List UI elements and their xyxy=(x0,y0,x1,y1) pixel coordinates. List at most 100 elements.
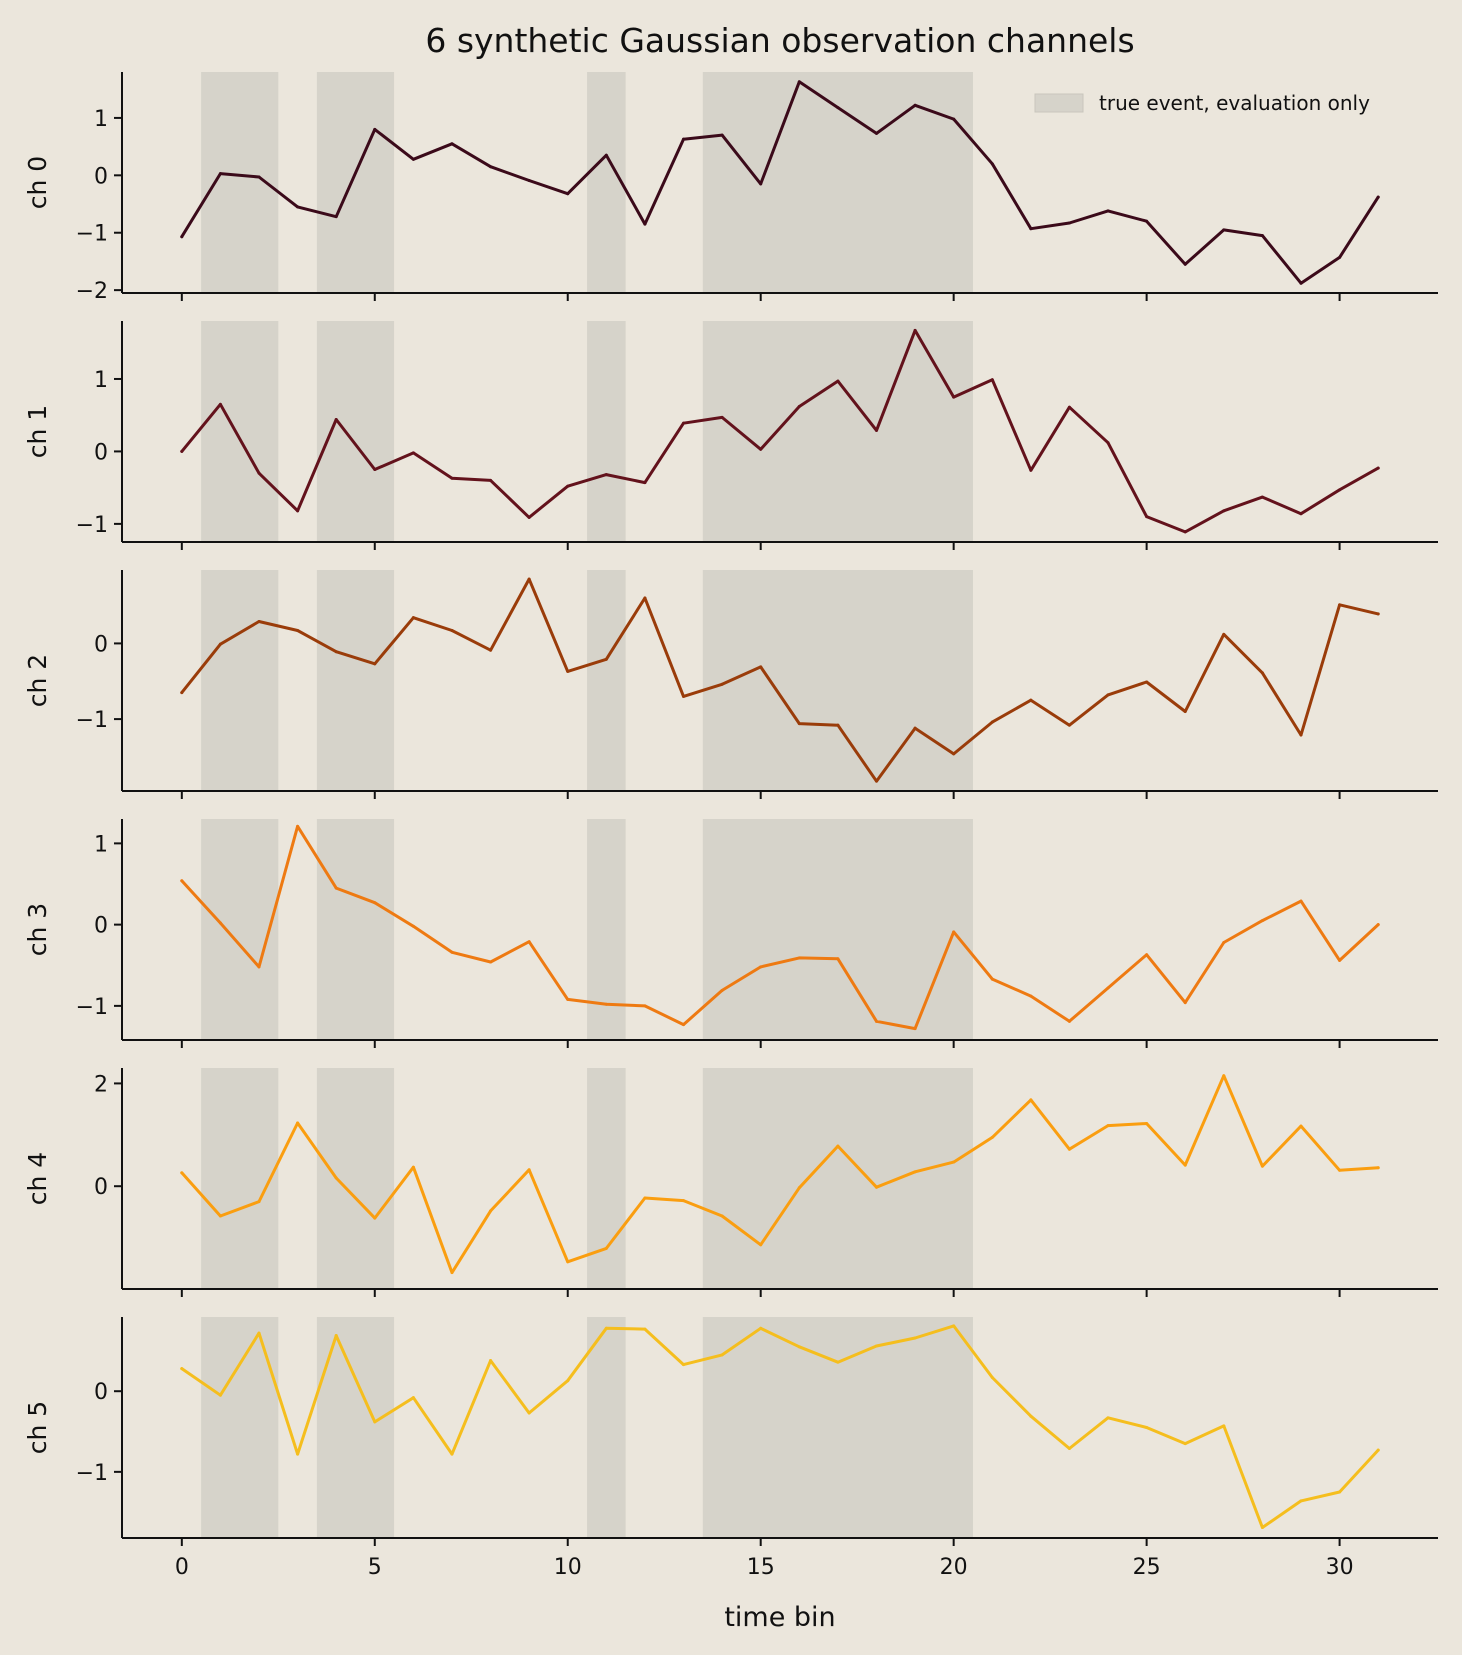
data-point xyxy=(1106,693,1110,697)
data-point xyxy=(1299,733,1303,737)
y-tick-label: −1 xyxy=(76,513,108,538)
data-point xyxy=(1145,515,1149,519)
data-point xyxy=(1376,612,1380,616)
event-span-1 xyxy=(316,1068,395,1289)
data-point xyxy=(990,162,994,166)
data-point xyxy=(1029,698,1033,702)
data-point xyxy=(527,940,531,944)
series-line-ch-5 xyxy=(180,1324,1380,1529)
data-point xyxy=(682,421,686,425)
data-point xyxy=(373,1216,377,1220)
data-point xyxy=(257,619,261,623)
data-point xyxy=(1260,495,1264,499)
data-point xyxy=(1067,1019,1071,1023)
data-point xyxy=(1222,1424,1226,1428)
data-point xyxy=(720,682,724,686)
data-point xyxy=(682,694,686,698)
y-tick-label: 0 xyxy=(94,164,108,189)
data-point xyxy=(913,1027,917,1031)
data-point xyxy=(1106,1416,1110,1420)
data-point xyxy=(334,650,338,654)
series-line-ch-1 xyxy=(180,328,1380,534)
event-span-3 xyxy=(702,321,973,542)
data-point xyxy=(874,1344,878,1348)
data-point xyxy=(1338,1490,1342,1494)
data-point xyxy=(836,1144,840,1148)
x-tick-label: 30 xyxy=(1326,1555,1354,1580)
data-point xyxy=(218,642,222,646)
legend-swatch xyxy=(1034,93,1084,113)
data-point xyxy=(1338,488,1342,492)
data-point xyxy=(759,182,763,186)
data-point xyxy=(643,222,647,226)
data-point xyxy=(296,509,300,513)
data-point xyxy=(682,1363,686,1367)
event-span-1 xyxy=(316,570,395,791)
data-point xyxy=(759,665,763,669)
data-point xyxy=(1145,680,1149,684)
data-point xyxy=(450,950,454,954)
x-tick-label: 10 xyxy=(554,1555,582,1580)
event-span-2 xyxy=(587,72,626,293)
data-point xyxy=(682,1023,686,1027)
x-tick-label: 0 xyxy=(175,1555,189,1580)
data-point xyxy=(604,153,608,157)
data-point xyxy=(1145,1122,1149,1126)
data-point xyxy=(874,1185,878,1189)
data-point xyxy=(257,175,261,179)
data-point xyxy=(1106,986,1110,990)
data-point xyxy=(952,752,956,756)
event-span-1 xyxy=(316,819,395,1040)
data-point xyxy=(527,515,531,519)
event-span-0 xyxy=(201,1068,279,1289)
data-point xyxy=(180,449,184,453)
legend: true event, evaluation only xyxy=(1034,91,1370,115)
x-axis-label: time bin xyxy=(724,1602,835,1633)
event-span-3 xyxy=(702,1317,973,1538)
event-span-0 xyxy=(201,321,279,542)
data-point xyxy=(1029,227,1033,231)
data-point xyxy=(720,1353,724,1357)
data-point xyxy=(1338,603,1342,607)
data-point xyxy=(1106,209,1110,213)
data-point xyxy=(257,965,261,969)
data-point xyxy=(1260,1164,1264,1168)
data-point xyxy=(489,165,493,169)
data-point xyxy=(373,1420,377,1424)
data-point xyxy=(604,657,608,661)
data-point xyxy=(1106,1124,1110,1128)
data-point xyxy=(257,471,261,475)
panel-ch-0: −2 −1 0 1 ch 0 xyxy=(23,72,1438,304)
data-point xyxy=(373,662,377,666)
chart-title: 6 synthetic Gaussian observation channel… xyxy=(425,21,1134,60)
data-point xyxy=(643,1004,647,1008)
data-point xyxy=(604,1246,608,1250)
data-point xyxy=(489,960,493,964)
data-point xyxy=(643,1327,647,1331)
y-tick-label: 1 xyxy=(94,107,108,132)
event-span-1 xyxy=(316,321,395,542)
data-point xyxy=(334,418,338,422)
panel-ch-4: 0 2 ch 4 xyxy=(23,1068,1438,1297)
data-point xyxy=(1067,723,1071,727)
data-point xyxy=(411,924,415,928)
data-point xyxy=(334,215,338,219)
event-span-3 xyxy=(702,819,973,1040)
data-point xyxy=(1183,710,1187,714)
panel-ch-3: −1 0 1 ch 3 xyxy=(23,819,1438,1048)
y-tick-label: −1 xyxy=(76,222,108,247)
data-point xyxy=(411,1396,415,1400)
data-point xyxy=(1106,441,1110,445)
y-axis-label: ch 5 xyxy=(23,1401,52,1454)
y-tick-label: −1 xyxy=(76,1461,108,1486)
data-point xyxy=(334,1176,338,1180)
data-point xyxy=(913,1336,917,1340)
data-point xyxy=(527,1411,531,1415)
data-point xyxy=(1260,919,1264,923)
event-span-0 xyxy=(201,570,279,791)
data-point xyxy=(180,235,184,239)
data-point xyxy=(1222,632,1226,636)
panel-ch-2: −1 0 ch 2 xyxy=(23,570,1438,799)
data-point xyxy=(874,131,878,135)
data-point xyxy=(450,142,454,146)
